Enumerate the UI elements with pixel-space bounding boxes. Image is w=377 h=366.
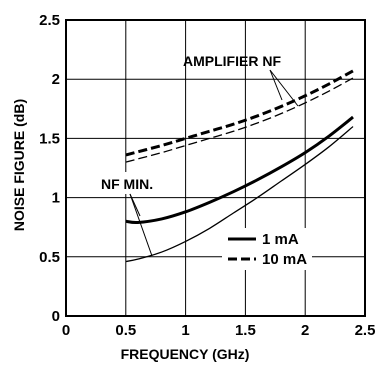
y-tick-label: 0.5	[39, 249, 60, 266]
x-tick-label: 2	[301, 322, 309, 339]
legend-bg	[222, 228, 312, 270]
leader-amplifier-nf-a	[269, 69, 299, 107]
series-line-1	[125, 126, 354, 263]
y-tick-label: 2.5	[39, 12, 60, 29]
annotation-nf-min-bg	[99, 172, 173, 194]
legend-label-1ma: 1 mA	[262, 231, 299, 248]
tick-labels: 0 0.5 1 1.5 2 2.5 0 0.5 1 1.5 2 2.5	[39, 12, 375, 339]
x-tick-label: 1	[181, 322, 189, 339]
legend-label-10ma: 10 mA	[262, 251, 307, 268]
series-line-3	[125, 77, 354, 163]
y-tick-label: 1	[52, 190, 60, 207]
leader-amplifier-nf-b	[269, 69, 283, 101]
y-tick-label: 1.5	[39, 130, 60, 147]
x-axis-label: FREQUENCY (GHz)	[121, 346, 250, 362]
x-tick-label: 1.5	[235, 322, 256, 339]
y-tick-label: 2	[52, 71, 60, 88]
annotation-nf-min: NF MIN.	[101, 176, 153, 192]
plot-frame	[65, 19, 366, 317]
y-axis-label: NOISE FIGURE (dB)	[11, 99, 27, 231]
x-tick-label: 2.5	[355, 322, 376, 339]
leader-nf-min-b	[129, 193, 153, 257]
y-tick-label: 0	[52, 308, 60, 325]
x-tick-label: 0.5	[115, 322, 136, 339]
series-line-0	[125, 115, 354, 225]
series-line-2	[125, 69, 354, 157]
series-lines	[125, 69, 354, 263]
annotation-amplifier-nf: AMPLIFIER NF	[183, 53, 281, 69]
grid	[66, 20, 365, 316]
x-tick-label: 0	[62, 322, 70, 339]
